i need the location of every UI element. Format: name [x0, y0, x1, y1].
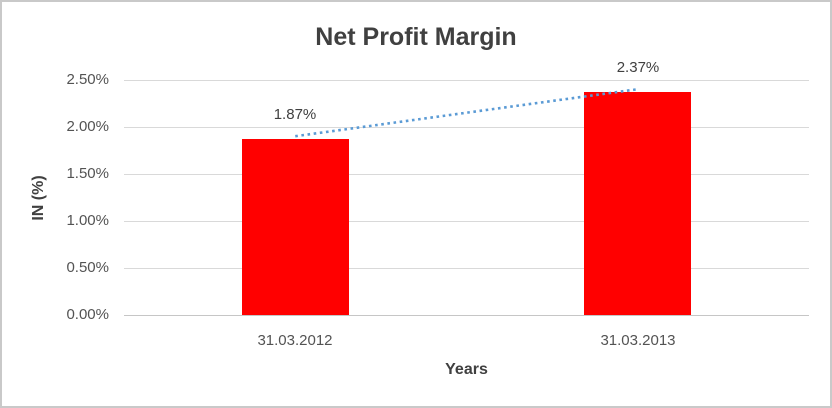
x-axis-line	[124, 315, 809, 316]
gridline	[124, 174, 809, 175]
y-tick-label: 0.00%	[66, 306, 109, 323]
gridline	[124, 127, 809, 128]
x-tick-label: 31.03.2012	[257, 332, 333, 349]
gridline	[124, 268, 809, 269]
y-tick-label: 1.00%	[66, 212, 109, 229]
data-label: 1.87%	[273, 106, 317, 123]
y-tick-label: 0.50%	[66, 259, 109, 276]
bar-31.03.2013	[584, 92, 691, 315]
gridline	[124, 221, 809, 222]
data-label: 2.37%	[616, 59, 660, 76]
bar-31.03.2012	[242, 139, 349, 315]
y-tick-label: 1.50%	[66, 165, 109, 182]
x-tick-label: 31.03.2013	[600, 332, 676, 349]
gridline	[124, 80, 809, 81]
x-axis-title: Years	[445, 361, 488, 378]
chart-title: Net Profit Margin	[315, 23, 517, 51]
y-tick-label: 2.50%	[66, 71, 109, 88]
y-tick-label: 2.00%	[66, 118, 109, 135]
